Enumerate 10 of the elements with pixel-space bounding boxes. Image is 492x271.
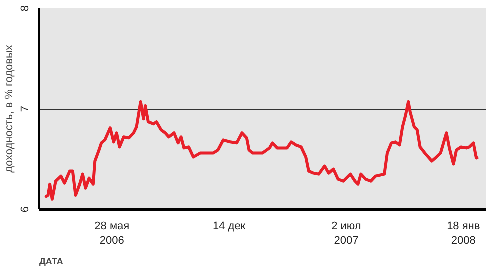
x-tick-label: 2 июл 2007 xyxy=(332,220,362,247)
y-tick-label: 7 xyxy=(20,106,32,112)
x-tick-label: 18 янв 2008 xyxy=(447,220,480,247)
x-tick-label: 28 мая 2006 xyxy=(94,220,130,247)
y-tick-label: 6 xyxy=(20,206,32,213)
x-axis-title: ДАТА xyxy=(40,256,64,266)
y-tick-label: 8 xyxy=(20,5,32,12)
y-axis-title: доходность, в % годовых xyxy=(4,44,16,173)
x-tick-label: 14 дек xyxy=(212,220,246,232)
line-series xyxy=(44,100,480,201)
